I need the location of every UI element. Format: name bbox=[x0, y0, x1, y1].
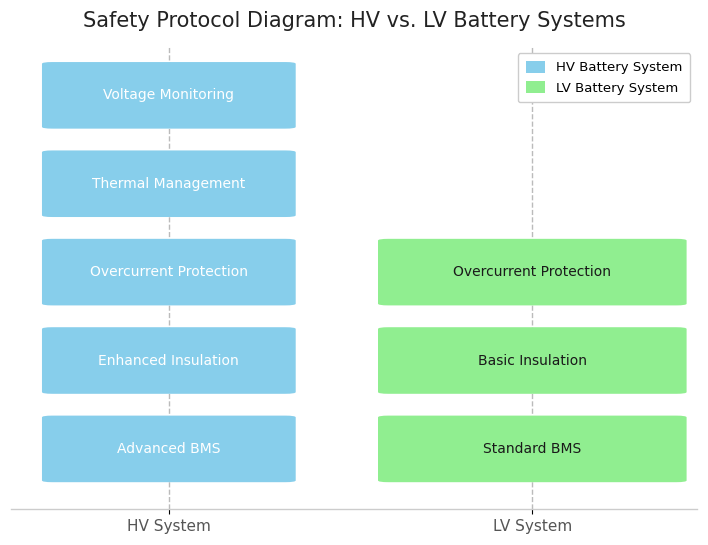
Text: Enhanced Insulation: Enhanced Insulation bbox=[98, 354, 239, 367]
FancyBboxPatch shape bbox=[378, 416, 687, 482]
Text: Standard BMS: Standard BMS bbox=[483, 442, 581, 456]
FancyBboxPatch shape bbox=[42, 327, 296, 394]
Text: Basic Insulation: Basic Insulation bbox=[478, 354, 587, 367]
Text: Thermal Management: Thermal Management bbox=[92, 177, 246, 191]
Text: Voltage Monitoring: Voltage Monitoring bbox=[103, 88, 234, 102]
Legend: HV Battery System, LV Battery System: HV Battery System, LV Battery System bbox=[518, 53, 690, 102]
Text: Advanced BMS: Advanced BMS bbox=[117, 442, 221, 456]
FancyBboxPatch shape bbox=[42, 62, 296, 129]
FancyBboxPatch shape bbox=[42, 416, 296, 482]
FancyBboxPatch shape bbox=[42, 239, 296, 305]
Text: Overcurrent Protection: Overcurrent Protection bbox=[453, 265, 611, 279]
Title: Safety Protocol Diagram: HV vs. LV Battery Systems: Safety Protocol Diagram: HV vs. LV Batte… bbox=[83, 11, 625, 31]
FancyBboxPatch shape bbox=[378, 239, 687, 305]
FancyBboxPatch shape bbox=[378, 327, 687, 394]
Text: Overcurrent Protection: Overcurrent Protection bbox=[90, 265, 248, 279]
FancyBboxPatch shape bbox=[42, 150, 296, 217]
